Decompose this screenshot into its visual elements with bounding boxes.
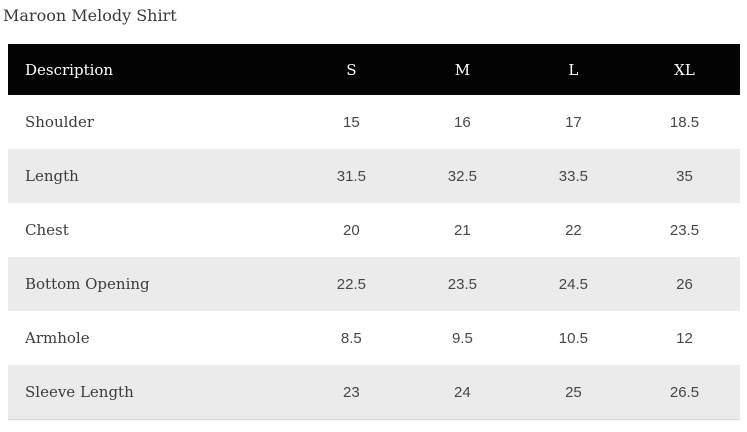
cell-value: 23.5 <box>447 275 477 293</box>
cell-value: 32.5 <box>447 167 477 185</box>
cell-value: 33.5 <box>558 167 588 185</box>
cell-value: 22.5 <box>336 275 366 293</box>
row-label: Bottom Opening <box>25 275 150 293</box>
cell-value: 16 <box>454 113 471 131</box>
cell-value: 24.5 <box>558 275 588 293</box>
cell-value: 35 <box>676 167 693 185</box>
row-label: Sleeve Length <box>25 383 134 401</box>
cell-value: 9.5 <box>451 329 473 347</box>
cell-value: 23.5 <box>669 221 700 239</box>
cell-value: 26 <box>676 275 693 293</box>
cell-value: 8.5 <box>340 329 362 347</box>
cell-value: 17 <box>565 113 582 131</box>
cell-value: 22 <box>565 221 582 239</box>
table-row-shoulder: Shoulder 15 16 17 18.5 <box>8 95 740 149</box>
size-chart-body: Shoulder 15 16 17 18.5 Length 31.5 32.5 … <box>8 95 740 420</box>
column-header-m: M <box>406 44 518 95</box>
size-chart-table: Description S M L XL Shoulder 15 16 17 1… <box>8 44 740 420</box>
page-title: Maroon Melody Shirt <box>3 6 177 25</box>
cell-value: 10.5 <box>558 329 588 347</box>
cell-value: 18.5 <box>669 113 700 131</box>
header-row: Description S M L XL <box>8 44 740 95</box>
table-row-sleeve-length: Sleeve Length 23 24 25 26.5 <box>8 365 740 420</box>
cell-value: 12 <box>676 329 693 347</box>
cell-value: 31.5 <box>336 167 366 185</box>
cell-value: 25 <box>565 383 582 401</box>
table-row-bottom-opening: Bottom Opening 22.5 23.5 24.5 26 <box>8 257 740 311</box>
column-header-description: Description <box>8 44 296 95</box>
row-label: Chest <box>25 221 69 239</box>
cell-value: 23 <box>343 383 360 401</box>
table-row-armhole: Armhole 8.5 9.5 10.5 12 <box>8 311 740 365</box>
table-row-chest: Chest 20 21 22 23.5 <box>8 203 740 257</box>
table-row-length: Length 31.5 32.5 33.5 35 <box>8 149 740 203</box>
column-header-l: L <box>517 44 629 95</box>
cell-value: 15 <box>343 113 360 131</box>
column-header-xl: XL <box>628 44 740 95</box>
row-label: Length <box>25 167 79 185</box>
row-label: Armhole <box>25 329 90 347</box>
cell-value: 20 <box>343 221 360 239</box>
cell-value: 26.5 <box>669 383 700 401</box>
cell-value: 21 <box>454 221 471 239</box>
cell-value: 24 <box>454 383 471 401</box>
column-header-s: S <box>295 44 407 95</box>
size-chart-header: Description S M L XL <box>8 44 740 95</box>
row-label: Shoulder <box>25 113 95 131</box>
